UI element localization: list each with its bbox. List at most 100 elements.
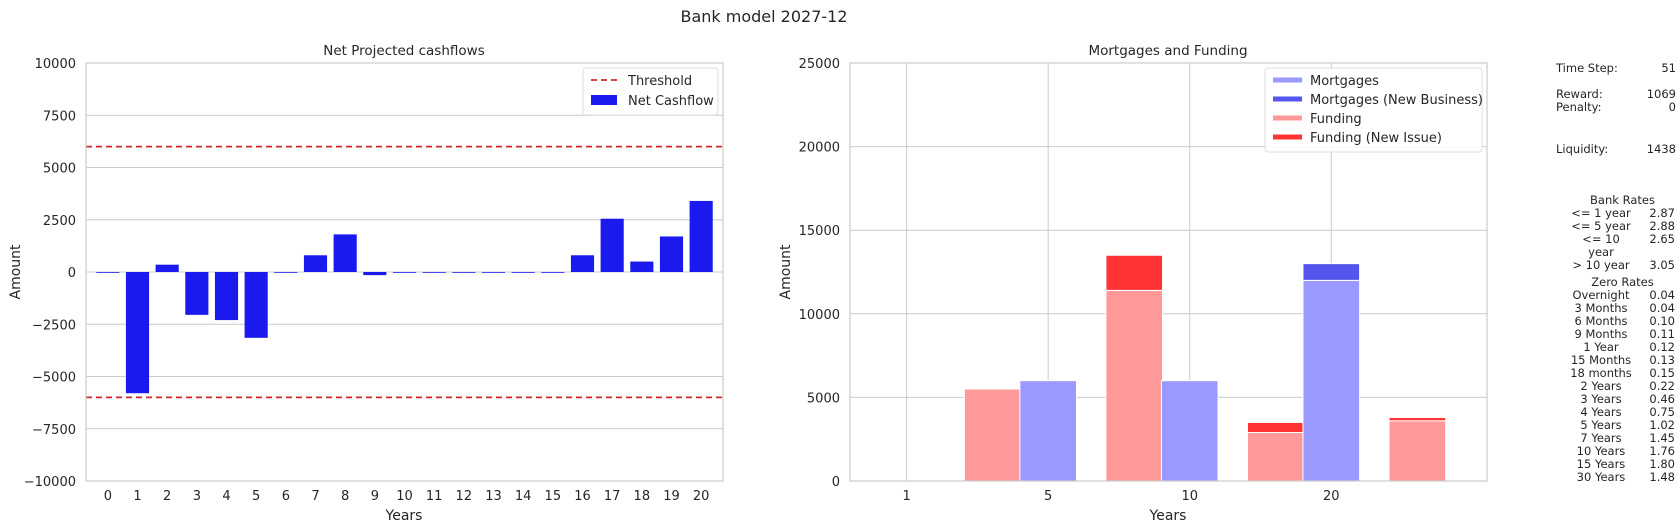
net-cashflow-bar <box>274 272 298 273</box>
net-cashflow-bar <box>185 272 209 315</box>
legend-label: Mortgages (New Business) <box>1310 93 1483 108</box>
chart1-xtick-label: 18 <box>634 489 651 504</box>
chart2-ytick-label: 25000 <box>799 57 840 72</box>
zero-rate-label: 6 Months <box>1574 314 1628 328</box>
penalty-stat: Penalty: 0 <box>1556 101 1676 114</box>
net-cashflow-bar <box>541 272 565 273</box>
zero-rate-value: 0.75 <box>1649 405 1675 419</box>
bank-rate-row: <= 5 year 2.88 <box>1570 220 1675 233</box>
zero-rate-value: 0.10 <box>1649 314 1675 328</box>
legend-label: Funding (New Issue) <box>1310 131 1442 146</box>
funding-new-issue-bar <box>1105 254 1164 291</box>
penalty-label: Penalty: <box>1556 100 1602 114</box>
bank-rates-title: Bank Rates <box>1590 193 1655 207</box>
legend-label: Funding <box>1310 112 1362 127</box>
reward-value: 1069 <box>1646 87 1676 101</box>
zero-rate-label: Overnight <box>1572 288 1630 302</box>
chart1-xtick-label: 19 <box>663 489 680 504</box>
net-cashflow-bar <box>363 272 387 276</box>
chart2-xtick-label: 20 <box>1323 489 1340 504</box>
bank-rates-table: Bank Rates <= 1 year 2.87 <= 5 year 2.88 <= … <box>1570 194 1675 272</box>
net-cashflow-bar <box>452 272 476 273</box>
chart1-ytick-label: −5000 <box>32 371 76 386</box>
zero-rate-label: 5 Years <box>1580 418 1622 432</box>
zero-rate-row: 10 Years 1.76 <box>1570 445 1675 458</box>
net-cashflow-bar <box>630 261 654 272</box>
figure-title: Bank model 2027-12 <box>680 7 847 26</box>
chart1-xtick-label: 9 <box>371 489 379 504</box>
chart2-title: Mortgages and Funding <box>1088 43 1247 59</box>
legend-threshold-label: Threshold <box>627 74 692 89</box>
net-cashflow-bar <box>125 272 150 394</box>
bank-rate-label: <= 1 year <box>1571 206 1631 220</box>
zero-rate-label: 15 Years <box>1576 457 1626 471</box>
chart2-xtick-label: 10 <box>1181 489 1198 504</box>
zero-rate-label: 2 Years <box>1580 379 1622 393</box>
chart2-ytick-label: 0 <box>832 475 840 490</box>
chart1-ytick-label: −10000 <box>24 475 76 490</box>
zero-rate-row: 2 Years 0.22 <box>1570 380 1675 393</box>
chart1-xtick-label: 7 <box>311 489 319 504</box>
chart1-ytick-label: 10000 <box>35 57 76 72</box>
mortgages-new-business-bar <box>1302 263 1361 281</box>
zero-rate-row: 18 months 0.15 <box>1570 367 1675 380</box>
zero-rate-value: 0.04 <box>1649 301 1675 315</box>
zero-rate-label: 18 months <box>1570 366 1632 380</box>
bank-rate-row: > 10 year 3.05 <box>1570 259 1675 272</box>
chart1-legend: Threshold Net Cashflow <box>582 67 719 116</box>
chart1-ylabel: Amount <box>8 244 24 300</box>
zero-rate-row: 7 Years 1.45 <box>1570 432 1675 445</box>
zero-rate-row: 15 Years 1.80 <box>1570 458 1675 471</box>
zero-rate-value: 1.76 <box>1649 444 1675 458</box>
chart1-ytick-label: 2500 <box>43 214 76 229</box>
net-cashflow-chart: Net Projected cashflows Years Amount −10… <box>8 43 724 524</box>
zero-rate-row: 4 Years 0.75 <box>1570 406 1675 419</box>
zero-rate-label: 9 Months <box>1574 327 1628 341</box>
net-cashflow-bar <box>600 218 624 272</box>
zero-rate-value: 1.80 <box>1649 457 1675 471</box>
chart1-ytick-label: 5000 <box>43 162 76 177</box>
chart1-ytick-label: −2500 <box>32 318 76 333</box>
zero-rate-value: 0.15 <box>1649 366 1675 380</box>
chart1-xtick-label: 2 <box>163 489 171 504</box>
funding-bar <box>963 388 1022 482</box>
legend-net-cashflow-swatch <box>591 95 617 105</box>
reward-label: Reward: <box>1556 87 1603 101</box>
bank-rate-label: <= 10 year <box>1582 232 1620 259</box>
zero-rate-value: 0.46 <box>1649 392 1675 406</box>
chart1-xtick-label: 15 <box>545 489 562 504</box>
penalty-value: 0 <box>1668 100 1676 114</box>
net-cashflow-bar <box>689 200 713 272</box>
chart1-xtick-label: 12 <box>456 489 473 504</box>
chart2-xlabel: Years <box>1149 508 1187 524</box>
zero-rate-row: 6 Months 0.10 <box>1570 315 1675 328</box>
funding-new-issue-bar <box>1246 421 1305 434</box>
net-cashflow-bar <box>570 255 595 272</box>
mortgages-bar <box>1019 380 1077 482</box>
funding-bar <box>1105 289 1164 482</box>
net-cashflow-bar <box>155 264 179 272</box>
zero-rate-row: 30 Years 1.48 <box>1570 471 1675 484</box>
time-step-stat: Time Step: 51 <box>1556 62 1676 75</box>
mortgages-funding-chart: Mortgages and Funding Years Amount 0 5000… <box>778 43 1488 524</box>
bank-rate-row: <= 10 year 2.65 <box>1570 233 1675 259</box>
legend-label: Mortgages <box>1310 74 1379 89</box>
zero-rate-row: 5 Years 1.02 <box>1570 419 1675 432</box>
chart1-xlabel: Years <box>385 508 423 524</box>
chart1-ytick-label: 0 <box>68 266 76 281</box>
net-cashflow-bar <box>303 255 328 272</box>
zero-rate-label: 7 Years <box>1580 431 1622 445</box>
zero-rate-value: 0.13 <box>1649 353 1675 367</box>
zero-rate-value: 1.45 <box>1649 431 1675 445</box>
zero-rate-value: 1.02 <box>1649 418 1675 432</box>
zero-rate-label: 4 Years <box>1580 405 1622 419</box>
chart2-ylabel: Amount <box>778 244 794 300</box>
liquidity-value: 1438 <box>1646 142 1676 156</box>
zero-rate-label: 10 Years <box>1576 444 1626 458</box>
bank-rate-label: <= 5 year <box>1571 219 1631 233</box>
chart1-xtick-label: 0 <box>104 489 112 504</box>
net-cashflow-bar <box>333 234 357 272</box>
chart2-ytick-label: 10000 <box>799 308 840 323</box>
zero-rate-label: 3 Months <box>1574 301 1628 315</box>
